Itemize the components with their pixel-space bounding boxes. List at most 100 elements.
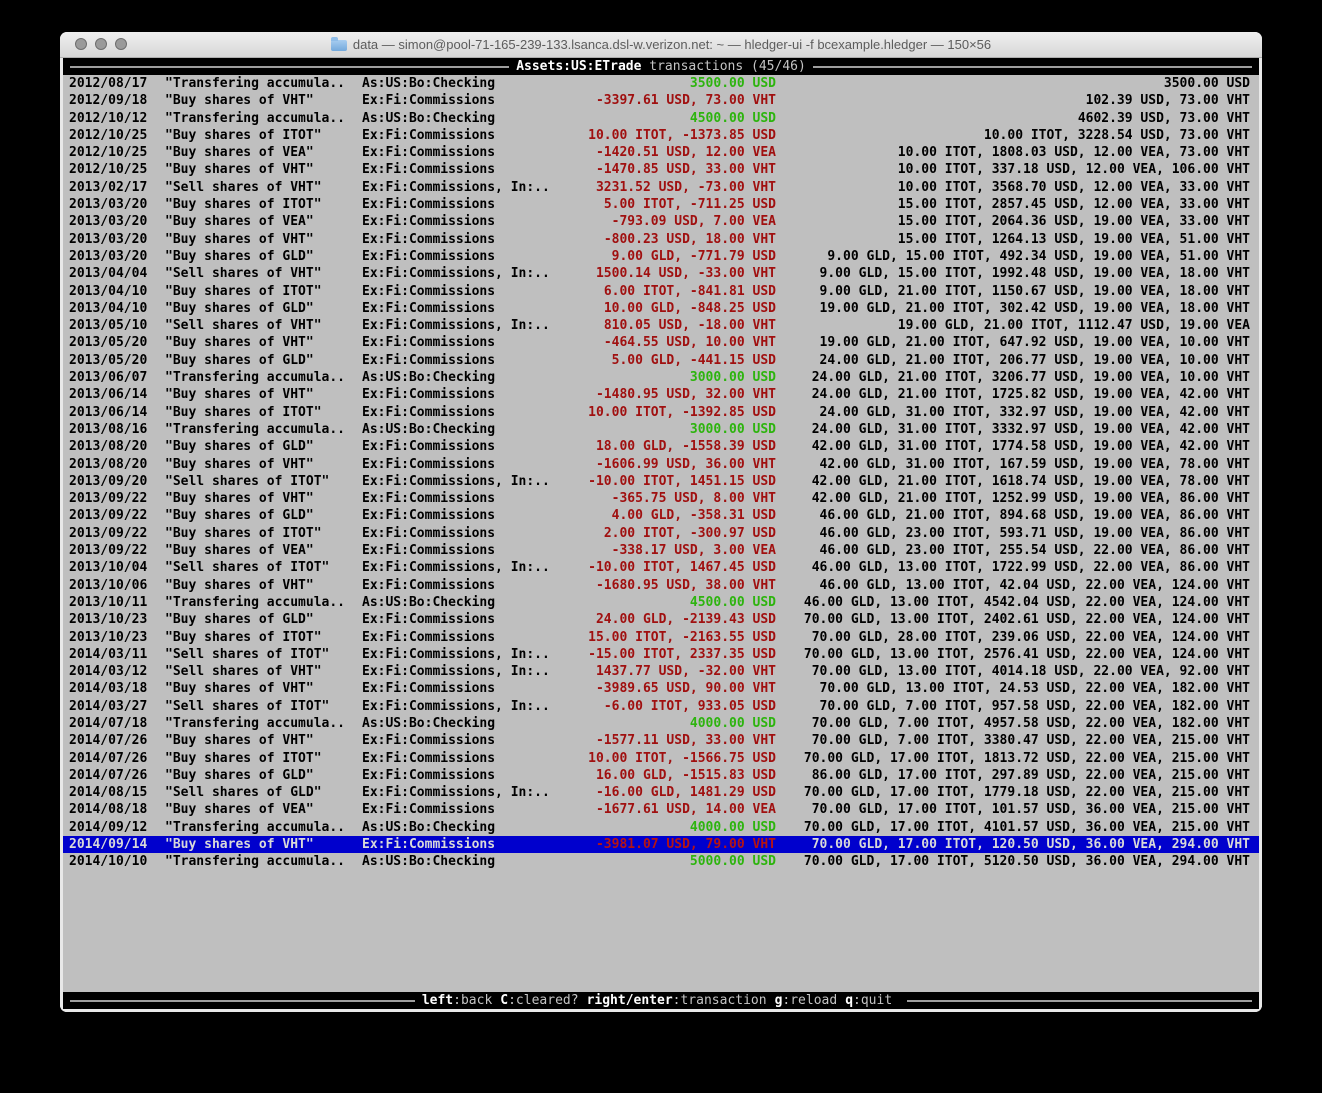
transaction-other-accounts: Ex:Fi:Commissions [362, 491, 496, 507]
transaction-row[interactable]: 2014/03/27 "Sell shares of ITOT" Ex:Fi:Com… [63, 698, 1259, 715]
transaction-row[interactable]: 2013/05/20 "Buy shares of GLD" Ex:Fi:Commi… [63, 352, 1259, 369]
transaction-date: 2014/03/27 [69, 698, 148, 714]
transaction-row[interactable]: 2013/09/20 "Sell shares of ITOT" Ex:Fi:Com… [63, 473, 1259, 490]
transaction-description: "Transfering accumula.. [165, 76, 346, 91]
transaction-row[interactable]: 2013/04/10 "Buy shares of GLD" Ex:Fi:Commi… [63, 300, 1259, 317]
transaction-row[interactable]: 2013/04/10 "Buy shares of ITOT" Ex:Fi:Comm… [63, 283, 1259, 300]
transaction-description: "Buy shares of VHT" [165, 335, 314, 351]
transaction-row[interactable]: 2012/10/25 "Buy shares of VEA" Ex:Fi:Commi… [63, 144, 1259, 161]
key-hint-action: :transaction [672, 993, 767, 1008]
transaction-row[interactable]: 2012/08/17 "Transfering accumula.. As:US:B… [63, 75, 1259, 92]
transaction-row[interactable]: 2013/10/23 "Buy shares of GLD" Ex:Fi:Commi… [63, 611, 1259, 628]
transaction-running-balance: 46.00 GLD, 21.00 ITOT, 894.68 USD, 19.00… [819, 508, 1250, 524]
transaction-row[interactable]: 2013/05/20 "Buy shares of VHT" Ex:Fi:Commi… [63, 334, 1259, 351]
transaction-description: "Transfering accumula.. [165, 715, 346, 731]
transaction-row[interactable]: 2013/06/14 "Buy shares of VHT" Ex:Fi:Commi… [63, 386, 1259, 403]
transaction-description: "Transfering accumula.. [165, 370, 346, 386]
transaction-running-balance: 70.00 GLD, 28.00 ITOT, 239.06 USD, 22.00… [811, 629, 1250, 645]
transaction-row[interactable]: 2014/07/26 "Buy shares of VHT" Ex:Fi:Commi… [63, 732, 1259, 749]
transaction-description: "Buy shares of VHT" [165, 162, 314, 178]
transaction-row[interactable]: 2012/09/18 "Buy shares of VHT" Ex:Fi:Commi… [63, 92, 1259, 109]
transaction-row[interactable]: 2013/10/06 "Buy shares of VHT" Ex:Fi:Commi… [63, 577, 1259, 594]
transaction-row[interactable]: 2014/08/15 "Sell shares of GLD" Ex:Fi:Comm… [63, 784, 1259, 801]
transaction-row[interactable]: 2013/06/07 "Transfering accumula.. As:US:B… [63, 369, 1259, 386]
transaction-row[interactable]: 2013/03/20 "Buy shares of ITOT" Ex:Fi:Comm… [63, 196, 1259, 213]
transaction-row[interactable]: 2013/06/14 "Buy shares of ITOT" Ex:Fi:Comm… [63, 404, 1259, 421]
transaction-row[interactable]: 2013/09/22 "Buy shares of VEA" Ex:Fi:Commi… [63, 542, 1259, 559]
close-button[interactable] [75, 38, 87, 50]
transaction-running-balance: 15.00 ITOT, 1264.13 USD, 19.00 VEA, 51.0… [897, 231, 1250, 247]
transaction-row[interactable]: 2014/03/18 "Buy shares of VHT" Ex:Fi:Commi… [63, 680, 1259, 697]
transaction-description: "Transfering accumula.. [165, 110, 346, 126]
key-hint-action: :reload [782, 993, 838, 1008]
transaction-description: "Buy shares of VHT" [165, 733, 314, 749]
transaction-row[interactable]: 2014/09/12 "Transfering accumula.. As:US:B… [63, 819, 1259, 836]
status-rule-right [907, 999, 1252, 1002]
transaction-change-amount: -793.09 USD, 7.00 VEA [611, 214, 776, 230]
transaction-row[interactable]: 2014/07/26 "Buy shares of ITOT" Ex:Fi:Comm… [63, 750, 1259, 767]
transaction-change-amount: 6.00 ITOT, -841.81 USD [603, 283, 776, 299]
transaction-other-accounts: Ex:Fi:Commissions [362, 300, 496, 316]
transaction-running-balance: 19.00 GLD, 21.00 ITOT, 1112.47 USD, 19.0… [897, 318, 1250, 334]
transaction-description: "Transfering accumula.. [165, 421, 346, 437]
transaction-row[interactable]: 2013/08/20 "Buy shares of GLD" Ex:Fi:Commi… [63, 438, 1259, 455]
transaction-row[interactable]: 2013/10/23 "Buy shares of ITOT" Ex:Fi:Comm… [63, 629, 1259, 646]
transaction-row[interactable]: 2014/03/11 "Sell shares of ITOT" Ex:Fi:Com… [63, 646, 1259, 663]
transaction-row[interactable]: 2014/07/18 "Transfering accumula.. As:US:B… [63, 715, 1259, 732]
transaction-row[interactable]: 2013/03/20 "Buy shares of GLD" Ex:Fi:Commi… [63, 248, 1259, 265]
transaction-row[interactable]: 2013/04/04 "Sell shares of VHT" Ex:Fi:Comm… [63, 265, 1259, 282]
transaction-row[interactable]: 2013/03/20 "Buy shares of VEA" Ex:Fi:Commi… [63, 213, 1259, 230]
transaction-description: "Transfering accumula.. [165, 854, 346, 870]
transaction-description: "Buy shares of ITOT" [165, 127, 322, 143]
transaction-change-amount: -800.23 USD, 18.00 VHT [603, 231, 776, 247]
transaction-row[interactable]: 2014/10/10 "Transfering accumula.. As:US:B… [63, 853, 1259, 870]
minimize-button[interactable] [95, 38, 107, 50]
transaction-date: 2013/04/04 [69, 266, 148, 282]
transaction-change-amount: -16.00 GLD, 1481.29 USD [595, 785, 776, 801]
transaction-row[interactable]: 2013/03/20 "Buy shares of VHT" Ex:Fi:Commi… [63, 231, 1259, 248]
transaction-row[interactable]: 2012/10/25 "Buy shares of VHT" Ex:Fi:Commi… [63, 161, 1259, 178]
transaction-row[interactable]: 2013/08/16 "Transfering accumula.. As:US:B… [63, 421, 1259, 438]
transaction-change-amount: -15.00 ITOT, 2337.35 USD [588, 646, 776, 662]
transaction-list: 2012/08/17 "Transfering accumula.. As:US:B… [63, 75, 1259, 871]
transaction-row[interactable]: 2013/08/20 "Buy shares of VHT" Ex:Fi:Commi… [63, 456, 1259, 473]
transaction-change-amount: 3000.00 USD [689, 421, 776, 437]
transaction-other-accounts: Ex:Fi:Commissions, In:.. [362, 473, 550, 489]
transaction-other-accounts: Ex:Fi:Commissions [362, 577, 496, 593]
transaction-other-accounts: Ex:Fi:Commissions [362, 750, 496, 766]
transaction-change-amount: -1420.51 USD, 12.00 VEA [595, 145, 776, 161]
transaction-description: "Buy shares of GLD" [165, 508, 314, 524]
transaction-other-accounts: As:US:Bo:Checking [362, 715, 496, 731]
transaction-row[interactable]: 2013/09/22 "Buy shares of ITOT" Ex:Fi:Comm… [63, 525, 1259, 542]
transaction-row[interactable]: 2012/10/25 "Buy shares of ITOT" Ex:Fi:Comm… [63, 127, 1259, 144]
transaction-change-amount: 4000.00 USD [689, 715, 776, 731]
window-title-group: data — simon@pool-71-165-239-133.lsanca.… [330, 37, 991, 52]
transaction-date: 2013/05/20 [69, 335, 148, 351]
transaction-row[interactable]: 2014/03/12 "Sell shares of VHT" Ex:Fi:Comm… [63, 663, 1259, 680]
transaction-row[interactable]: 2013/05/10 "Sell shares of VHT" Ex:Fi:Comm… [63, 317, 1259, 334]
transaction-other-accounts: Ex:Fi:Commissions, In:.. [362, 266, 550, 282]
key-hint: C:cleared? [500, 993, 578, 1008]
transaction-other-accounts: Ex:Fi:Commissions [362, 248, 496, 264]
transaction-row[interactable]: 2013/10/04 "Sell shares of ITOT" Ex:Fi:Com… [63, 559, 1259, 576]
zoom-button[interactable] [115, 38, 127, 50]
transaction-other-accounts: Ex:Fi:Commissions, In:.. [362, 646, 550, 662]
transaction-date: 2013/06/07 [69, 370, 148, 386]
transaction-row[interactable]: 2013/02/17 "Sell shares of VHT" Ex:Fi:Comm… [63, 179, 1259, 196]
transaction-row[interactable]: 2014/07/26 "Buy shares of GLD" Ex:Fi:Commi… [63, 767, 1259, 784]
transaction-row[interactable]: 2012/10/12 "Transfering accumula.. As:US:B… [63, 110, 1259, 127]
transaction-date: 2013/02/17 [69, 179, 148, 195]
transaction-change-amount: 1437.77 USD, -32.00 VHT [595, 664, 776, 680]
transaction-date: 2013/10/23 [69, 612, 148, 628]
transaction-row[interactable]: 2013/10/11 "Transfering accumula.. As:US:B… [63, 594, 1259, 611]
transaction-date: 2013/03/20 [69, 231, 148, 247]
transaction-other-accounts: As:US:Bo:Checking [362, 819, 496, 835]
transaction-row[interactable]: 2013/09/22 "Buy shares of VHT" Ex:Fi:Commi… [63, 490, 1259, 507]
transaction-date: 2014/09/14 [69, 837, 148, 853]
transaction-row[interactable]: 2013/09/22 "Buy shares of GLD" Ex:Fi:Commi… [63, 507, 1259, 524]
transaction-row[interactable]: 2014/08/18 "Buy shares of VEA" Ex:Fi:Commi… [63, 801, 1259, 818]
key-hint-key: right/enter [586, 993, 673, 1008]
transaction-date: 2013/05/20 [69, 352, 148, 368]
key-hint-action: :cleared? [508, 993, 579, 1008]
transaction-row[interactable]: 2014/09/14 "Buy shares of VHT" Ex:Fi:Commi… [63, 836, 1259, 854]
